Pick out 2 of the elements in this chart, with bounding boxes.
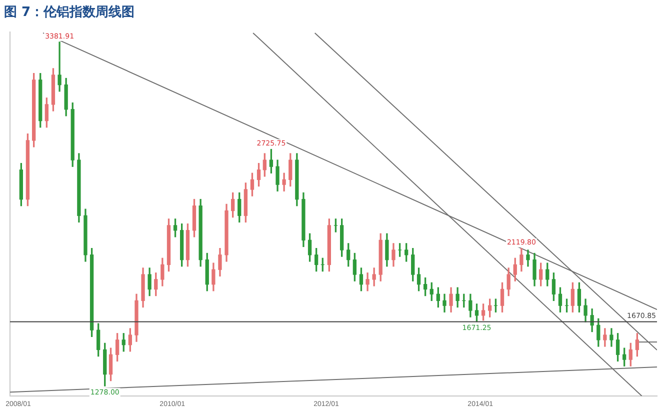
candlestick bbox=[58, 42, 62, 92]
chart-title: 图 7：伦铝指数周线图 bbox=[4, 4, 135, 21]
